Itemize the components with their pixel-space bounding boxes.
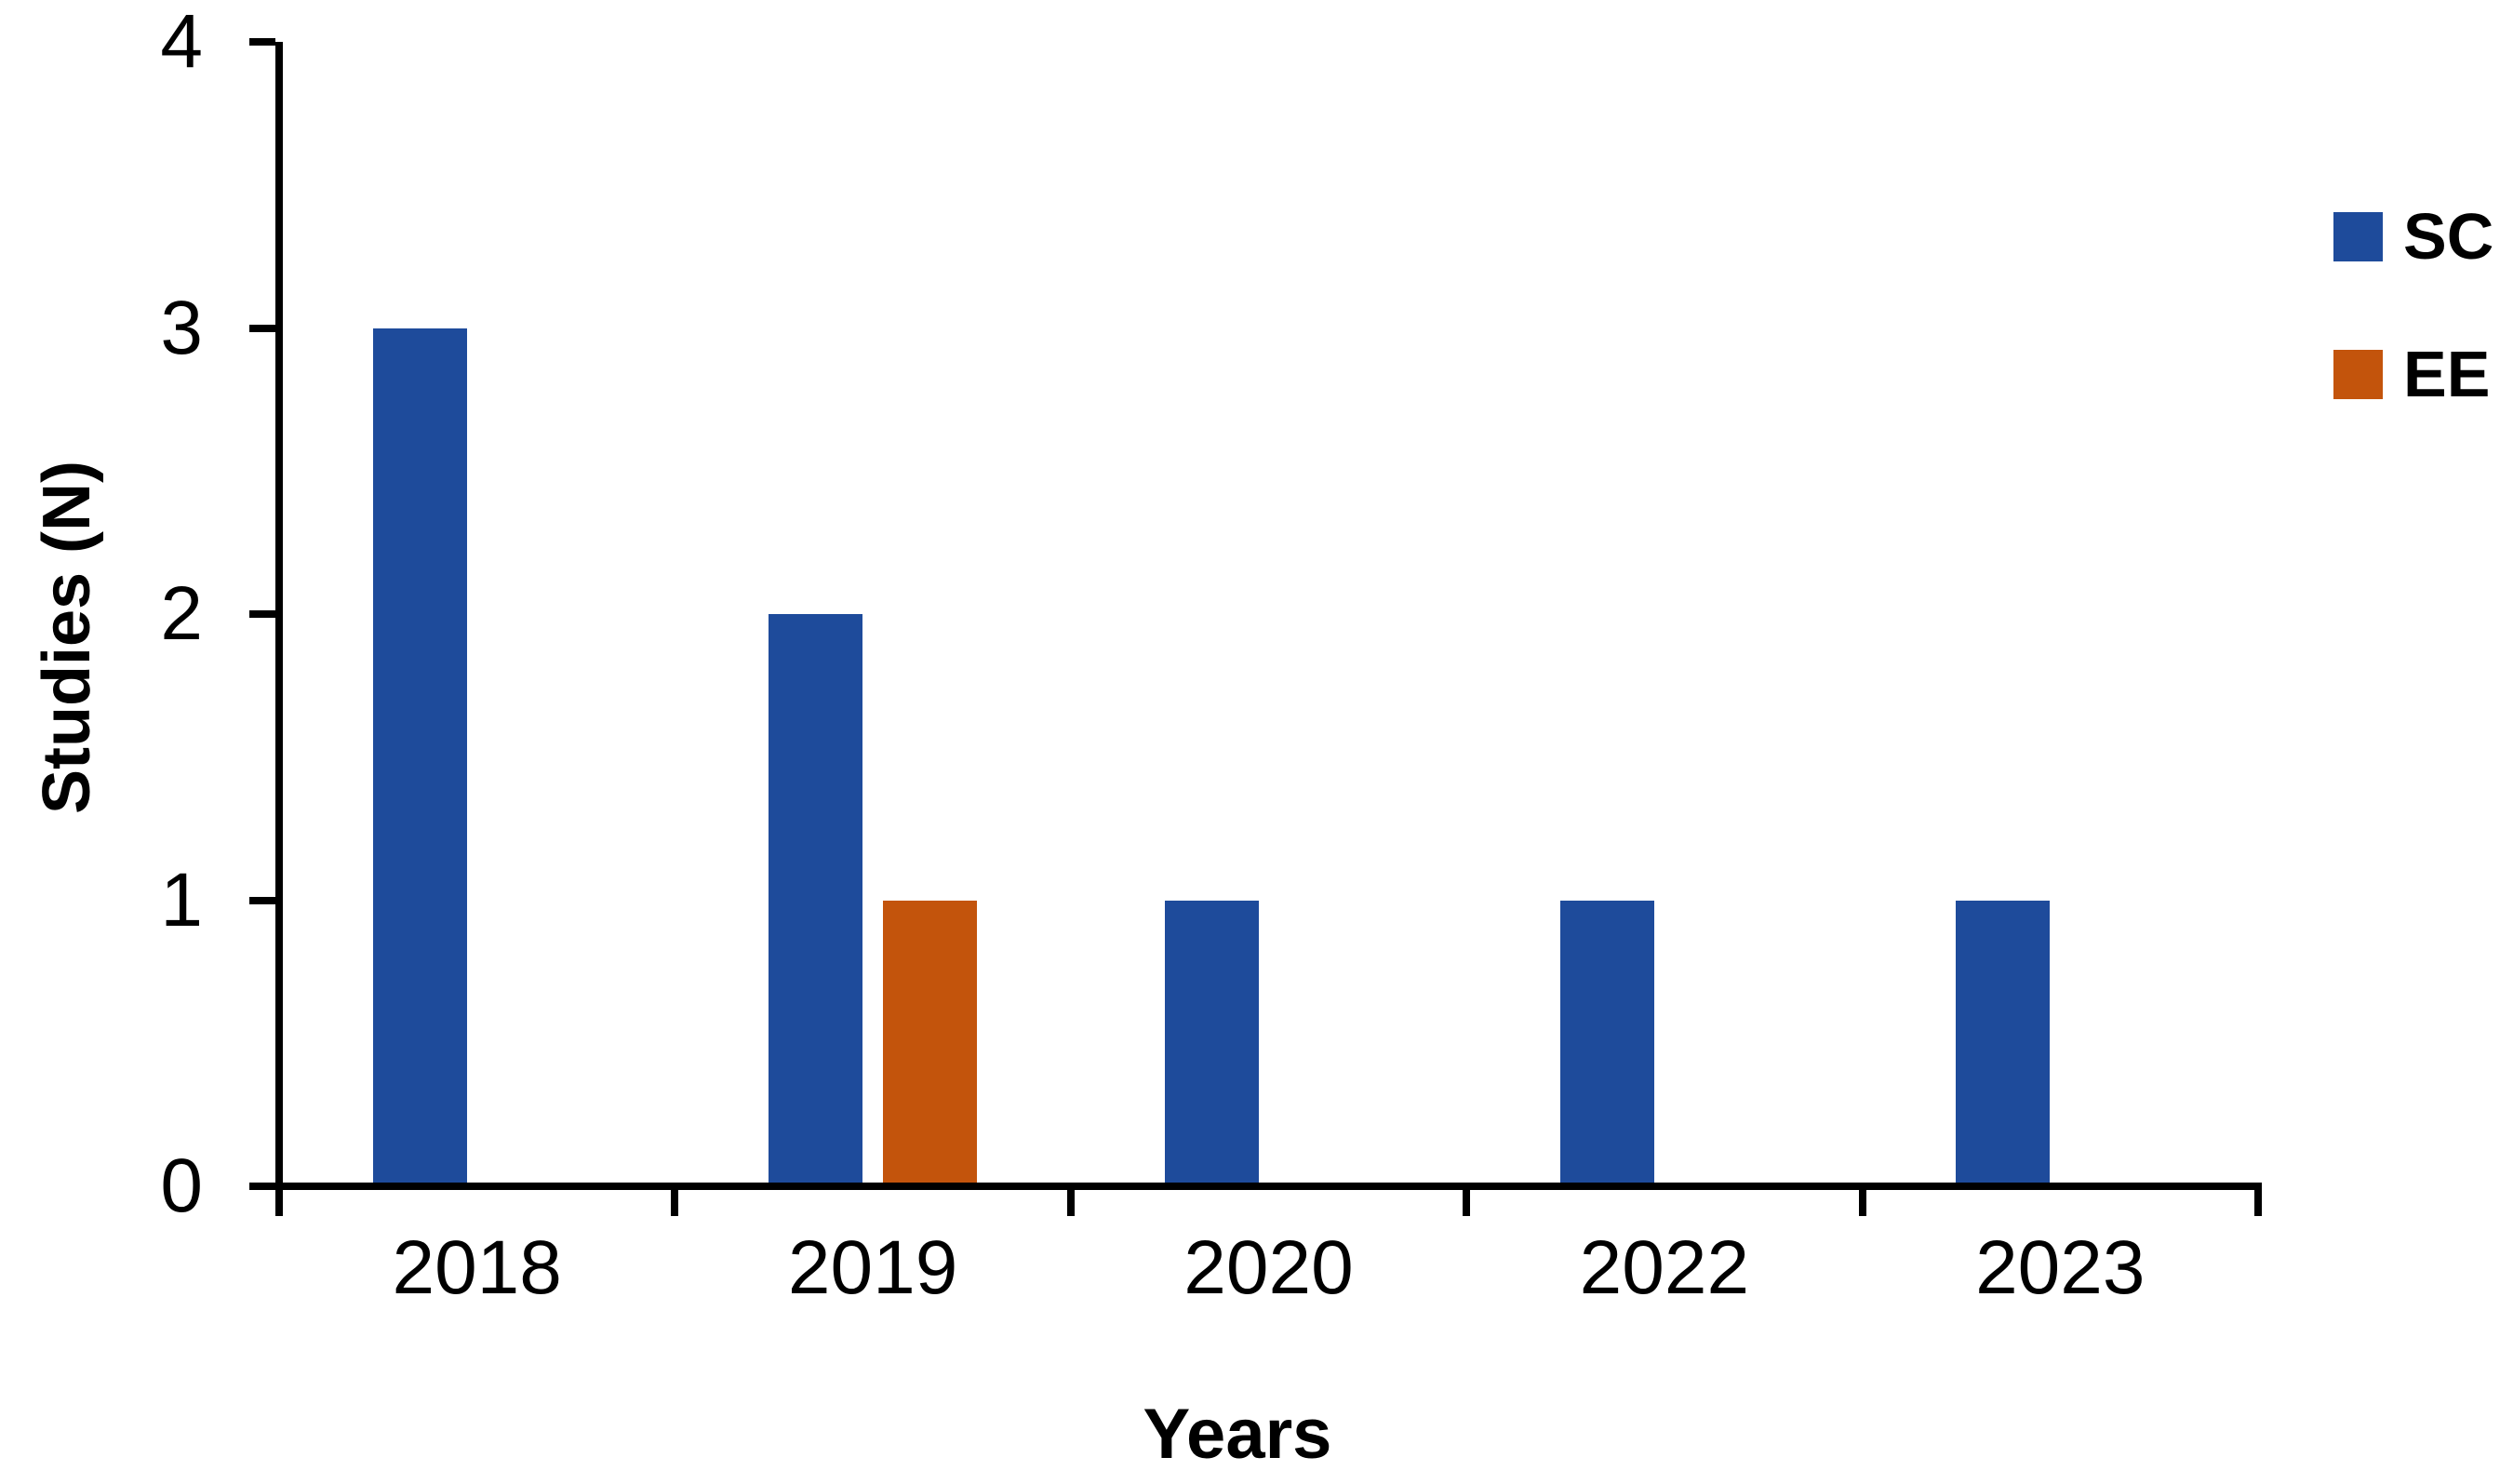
x-tick-2 xyxy=(1066,1190,1075,1216)
bar-sc-2023 xyxy=(1956,900,2051,1186)
legend-label-ee: EE xyxy=(2403,338,2491,410)
x-tick-label-2018: 2018 xyxy=(392,1225,562,1310)
x-tick-0 xyxy=(275,1190,283,1216)
x-tick-label-2022: 2022 xyxy=(1579,1225,1750,1310)
y-tick-label-0: 0 xyxy=(160,1143,203,1228)
legend-swatch-sc-icon xyxy=(2333,212,2383,261)
x-tick-label-2019: 2019 xyxy=(787,1225,958,1310)
legend-item-ee: EE xyxy=(2333,338,2493,410)
x-tick-label-2023: 2023 xyxy=(1975,1225,2146,1310)
y-tick-label-2: 2 xyxy=(160,571,203,656)
y-tick-1 xyxy=(249,896,275,904)
legend-label-sc: SC xyxy=(2403,200,2494,273)
x-tick-1 xyxy=(671,1190,679,1216)
legend-item-sc: SC xyxy=(2333,200,2494,273)
bar-sc-2020 xyxy=(1164,900,1259,1186)
y-tick-3 xyxy=(249,324,275,332)
bar-sc-2018 xyxy=(372,328,467,1186)
y-tick-label-3: 3 xyxy=(160,285,203,370)
bar-ee-2019 xyxy=(883,900,978,1186)
x-tick-label-2020: 2020 xyxy=(1183,1225,1354,1310)
y-tick-label-1: 1 xyxy=(160,857,203,943)
bar-sc-2022 xyxy=(1559,900,1654,1186)
x-axis-title: Years xyxy=(1143,1395,1332,1474)
y-tick-4 xyxy=(249,38,275,46)
x-tick-5 xyxy=(2254,1190,2262,1216)
y-tick-label-4: 4 xyxy=(160,0,203,84)
y-axis-title: Studies (N) xyxy=(30,460,104,815)
legend-swatch-ee-icon xyxy=(2333,350,2383,399)
x-tick-3 xyxy=(1463,1190,1471,1216)
y-axis-line xyxy=(275,42,283,1212)
legend: SC EE xyxy=(2333,200,2494,488)
y-tick-2 xyxy=(249,610,275,618)
x-tick-4 xyxy=(1858,1190,1866,1216)
x-axis-line xyxy=(249,1183,2262,1190)
bar-sc-2019 xyxy=(769,614,863,1186)
